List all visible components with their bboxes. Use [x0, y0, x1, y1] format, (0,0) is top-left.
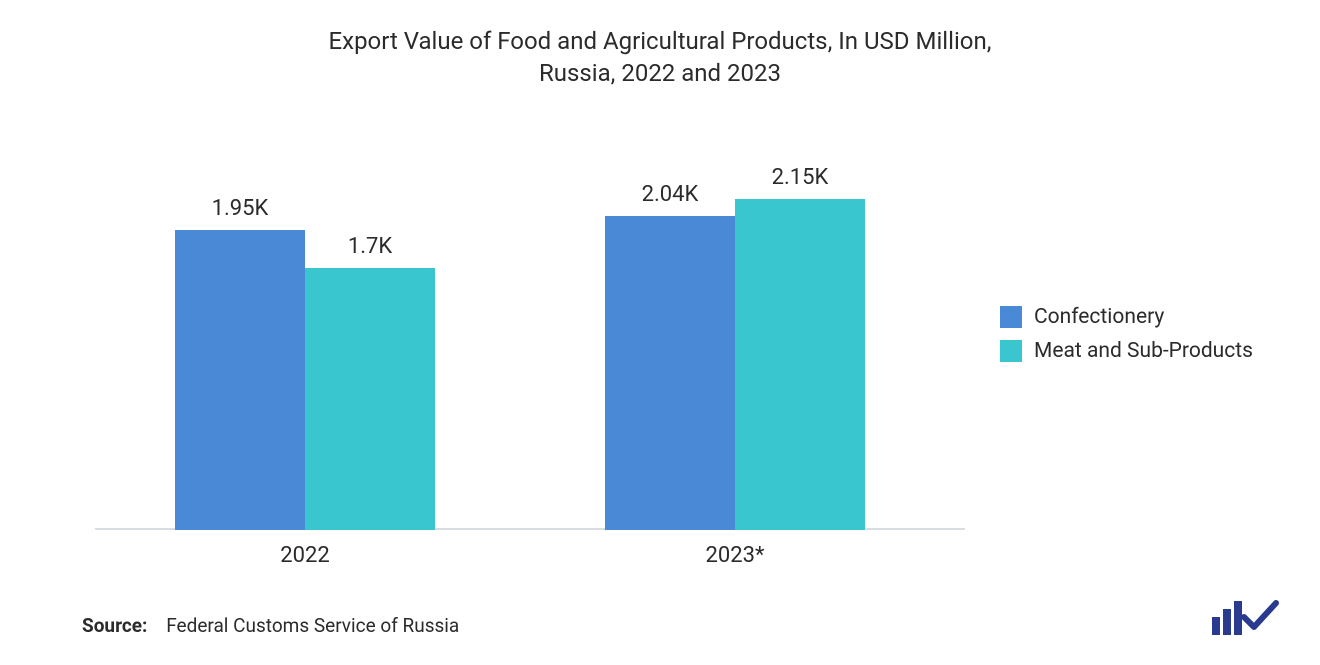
legend-item: Confectionery: [1000, 305, 1253, 329]
bar-group: 1.95K1.7K2022: [175, 230, 435, 530]
bar: 2.15K: [735, 199, 865, 530]
source-label: Source:: [82, 614, 147, 637]
legend-swatch-icon: [1000, 340, 1022, 362]
legend-label: Meat and Sub-Products: [1034, 339, 1253, 363]
source-text: Federal Customs Service of Russia: [166, 614, 459, 637]
chart-source: Source: Federal Customs Service of Russi…: [82, 614, 459, 637]
bar-value-label: 2.15K: [735, 165, 865, 190]
chart-title: Export Value of Food and Agricultural Pr…: [0, 0, 1320, 90]
bar-group: 2.04K2.15K2023*: [605, 199, 865, 530]
publisher-logo-icon: [1210, 597, 1280, 641]
chart-title-line1: Export Value of Food and Agricultural Pr…: [100, 25, 1220, 57]
bar: 1.95K: [175, 230, 305, 530]
bar: 2.04K: [605, 216, 735, 530]
bar-value-label: 2.04K: [605, 182, 735, 207]
bar-value-label: 1.7K: [305, 234, 435, 259]
legend-label: Confectionery: [1034, 305, 1164, 329]
chart-title-line2: Russia, 2022 and 2023: [100, 57, 1220, 89]
bar-value-label: 1.95K: [175, 196, 305, 221]
legend-swatch-icon: [1000, 306, 1022, 328]
chart-legend: Confectionery Meat and Sub-Products: [1000, 305, 1253, 363]
chart-plot-area: 1.95K1.7K2022 2.04K2.15K2023*: [95, 130, 965, 530]
legend-item: Meat and Sub-Products: [1000, 339, 1253, 363]
x-axis-label: 2023*: [605, 543, 865, 568]
bar: 1.7K: [305, 268, 435, 530]
x-axis-label: 2022: [175, 543, 435, 568]
bar-plot: 1.95K1.7K2022 2.04K2.15K2023*: [95, 130, 965, 530]
